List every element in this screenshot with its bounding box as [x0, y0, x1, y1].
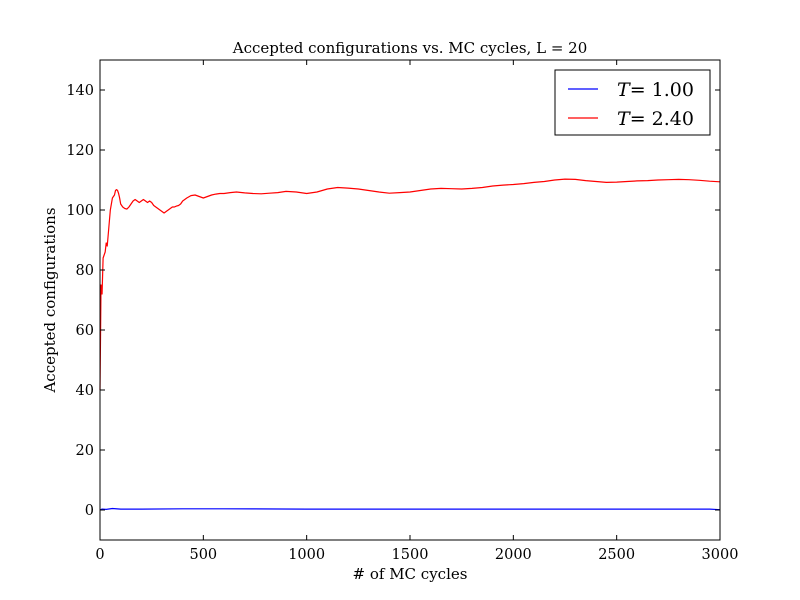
x-tick-label: 500	[189, 547, 217, 563]
series-line-1	[99, 507, 721, 511]
plot-frame	[99, 59, 721, 541]
plot-area	[99, 178, 721, 511]
chart-title: Accepted configurations vs. MC cycles, L…	[232, 39, 588, 57]
legend: T= 1.00 T= 2.40	[554, 69, 711, 136]
x-tick-label: 2000	[495, 547, 532, 563]
y-tick-label: 60	[76, 323, 94, 339]
x-axis-label: # of MC cycles	[353, 565, 468, 583]
x-tick-label: 0	[95, 547, 104, 563]
legend-label-1: T= 1.00	[617, 79, 694, 101]
x-tick-label: 3000	[702, 547, 739, 563]
y-tick-label: 0	[85, 503, 94, 519]
axis-ticks: 0 500 1000 1500 2000 2500 3000 0 20 40 60 80 100 120 1…	[66, 60, 738, 563]
legend-label-2: T= 2.40	[617, 108, 694, 130]
y-axis-label: Accepted configurations	[41, 207, 59, 393]
y-tick-label: 120	[66, 143, 94, 159]
y-tick-label: 100	[66, 203, 94, 219]
x-tick-label: 2500	[598, 547, 635, 563]
y-tick-label: 80	[76, 263, 94, 279]
y-tick-label: 40	[76, 383, 94, 399]
x-tick-label: 1500	[392, 547, 429, 563]
y-tick-label: 140	[66, 83, 94, 99]
series-line-2	[99, 178, 721, 391]
y-tick-label: 20	[76, 443, 94, 459]
legend-box	[554, 69, 711, 136]
x-tick-label: 1000	[288, 547, 325, 563]
